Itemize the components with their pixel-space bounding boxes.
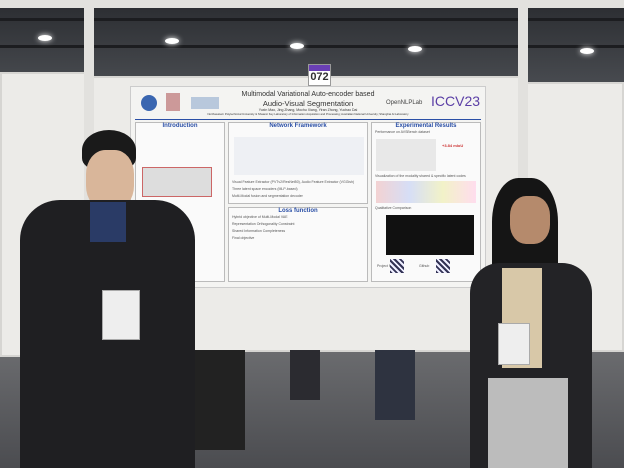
qr-code xyxy=(390,259,404,273)
trousers xyxy=(488,378,568,468)
poster-title-1: Multimodal Variational Auto-encoder base… xyxy=(241,91,375,98)
lab-logo xyxy=(191,97,219,109)
badge xyxy=(102,290,140,340)
university-crest xyxy=(166,93,180,111)
experimental-results-section: Experimental Results Performance on AVSB… xyxy=(371,122,481,282)
poster-authors: Yuxin Mao, Jing Zhang, Mochu Xiang, Yira… xyxy=(258,108,358,112)
poster-affiliations: Northwestern Polytechnical University & … xyxy=(207,112,409,116)
loss-function-section: Loss function Hybrid objective of Multi-… xyxy=(228,207,368,282)
background-person xyxy=(290,350,320,400)
background-person xyxy=(375,350,415,420)
booth-number: 072 xyxy=(308,64,331,86)
network-framework-section: Network Framework Visual Feature Extract… xyxy=(228,122,368,204)
framework-bullet: Multi-Modal fusion and segmentation deco… xyxy=(232,194,303,198)
opennlplab-logo: OpenNLPLab xyxy=(386,100,423,106)
badge xyxy=(498,323,530,365)
shirt xyxy=(90,202,126,242)
presenter-man xyxy=(20,130,200,468)
face xyxy=(510,196,550,244)
frame-top xyxy=(0,0,624,8)
poster-title-2: Audio-Visual Segmentation xyxy=(262,99,354,108)
presenter-woman xyxy=(470,178,595,468)
iccv-logo: ICCV23 xyxy=(431,93,481,109)
framework-bullet: Visual Feature Extractor (PVTv2/ResNet50… xyxy=(232,180,355,184)
framework-bullet: Three latent space encoders (MLP-based) xyxy=(232,187,298,191)
university-logo xyxy=(141,95,157,111)
qr-code xyxy=(436,259,450,273)
